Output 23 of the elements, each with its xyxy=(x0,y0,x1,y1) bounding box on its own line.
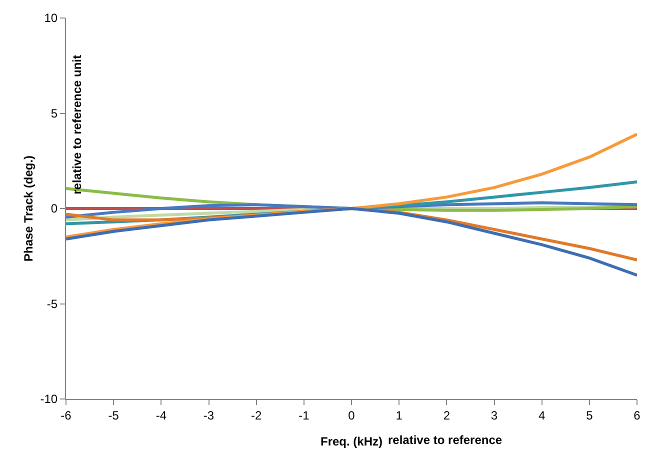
line-series xyxy=(66,207,637,277)
x-tick-label: 0 xyxy=(348,408,356,422)
x-tick-label: 3 xyxy=(490,408,498,422)
text: relative to reference xyxy=(388,433,502,447)
x-tick-label: -2 xyxy=(250,408,262,422)
y-tick-label: -5 xyxy=(46,296,58,311)
x-tick-label: 1 xyxy=(396,408,403,422)
x-tick-label: 5 xyxy=(586,408,594,422)
x-tick-label: -4 xyxy=(156,408,167,422)
y-tick-label: 5 xyxy=(50,106,58,120)
x-tick-label: -3 xyxy=(203,408,214,422)
y-tick-label: 10 xyxy=(44,11,58,26)
x-tick-label: 2 xyxy=(443,408,450,422)
x-tick-label: -5 xyxy=(108,408,120,422)
y-axis-title: Phase Track (deg.) xyxy=(22,155,36,262)
y-tick-label: 0 xyxy=(50,202,58,216)
x-tick-label: 4 xyxy=(538,408,546,422)
x-tick-label: -6 xyxy=(60,408,72,422)
x-tick-label: -1 xyxy=(298,408,310,422)
annotation: relative to reference unit xyxy=(70,55,84,194)
x-axis-title: Freq. (kHz) xyxy=(320,434,383,448)
y-tick-label: -10 xyxy=(40,392,58,406)
x-tick-label: 6 xyxy=(634,408,641,422)
